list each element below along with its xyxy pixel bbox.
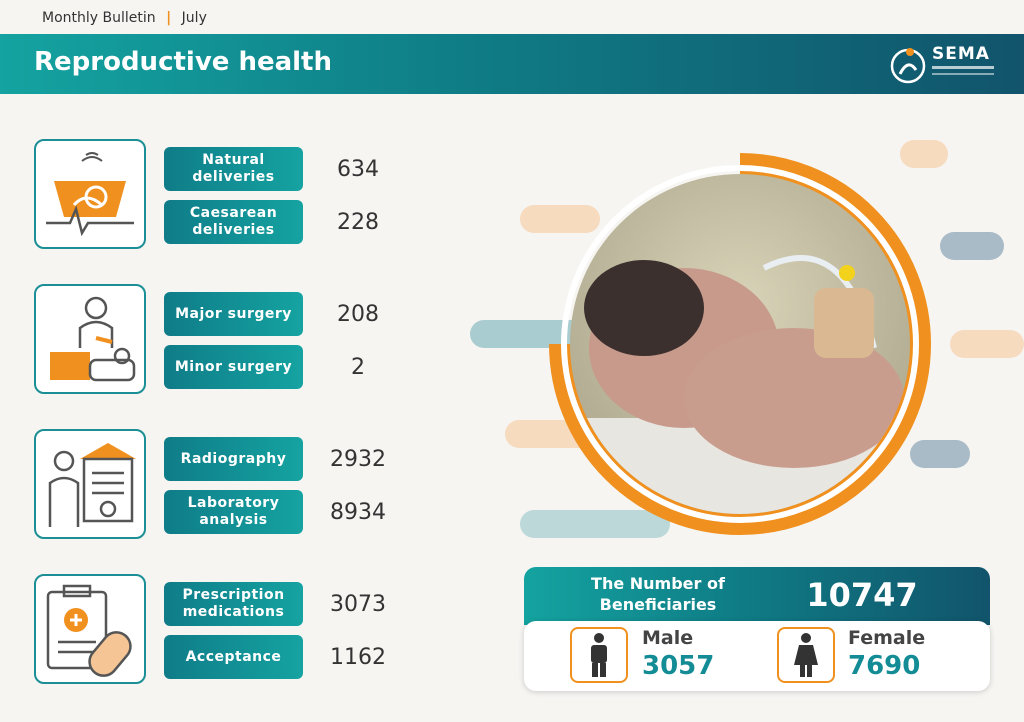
acceptance-value: 1162 bbox=[330, 644, 386, 670]
major-surgery-value: 208 bbox=[337, 301, 379, 327]
prescription-medications-label: Prescription medications bbox=[164, 582, 303, 626]
natural-deliveries-label: Natural deliveries bbox=[164, 147, 303, 191]
logo-subtitle-english bbox=[932, 73, 994, 75]
beneficiaries-card: The Number of Beneficiaries 10747 Male 3… bbox=[524, 567, 990, 691]
surgeon-icon bbox=[50, 296, 136, 382]
female-value: 7690 bbox=[848, 651, 921, 681]
prescription-icon-box bbox=[34, 574, 146, 684]
beneficiaries-label: The Number of Beneficiaries bbox=[591, 574, 725, 614]
radiography-icon bbox=[48, 443, 136, 527]
bulletin-header: Monthly Bulletin | July bbox=[42, 10, 207, 26]
minor-surgery-label: Minor surgery bbox=[164, 345, 303, 389]
logo-text: SEMA bbox=[932, 44, 990, 64]
caesarean-deliveries-label: Caesarean deliveries bbox=[164, 200, 303, 244]
ultrasound-icon-box bbox=[34, 139, 146, 249]
radiography-label: Radiography bbox=[164, 437, 303, 481]
sema-logo: SEMA bbox=[886, 40, 996, 88]
female-icon bbox=[777, 627, 835, 683]
logo-subtitle-arabic bbox=[932, 66, 994, 69]
bulletin-month: July bbox=[181, 10, 207, 26]
laboratory-analysis-label: Laboratory analysis bbox=[164, 490, 303, 534]
sema-emblem-icon bbox=[890, 48, 926, 84]
laboratory-analysis-value: 8934 bbox=[330, 499, 386, 525]
radiography-value: 2932 bbox=[330, 446, 386, 472]
acceptance-label: Acceptance bbox=[164, 635, 303, 679]
male-value: 3057 bbox=[642, 651, 715, 681]
decor-stripe bbox=[520, 205, 600, 233]
radiography-icon-box bbox=[34, 429, 146, 539]
decor-stripe bbox=[470, 320, 590, 348]
surgeon-icon-box bbox=[34, 284, 146, 394]
newborn-photo bbox=[544, 148, 936, 540]
decor-stripe bbox=[910, 440, 970, 468]
bulletin-title: Monthly Bulletin bbox=[42, 10, 156, 26]
male-icon bbox=[570, 627, 628, 683]
decor-stripe bbox=[900, 140, 948, 168]
page-title: Reproductive health bbox=[34, 47, 332, 77]
female-label: Female bbox=[848, 627, 926, 649]
major-surgery-label: Major surgery bbox=[164, 292, 303, 336]
decor-stripe bbox=[950, 330, 1024, 358]
ultrasound-icon bbox=[46, 152, 134, 237]
decor-stripe bbox=[940, 232, 1004, 260]
gender-breakdown: Male 3057 Female 7690 bbox=[524, 621, 990, 691]
male-label: Male bbox=[642, 627, 694, 649]
caesarean-deliveries-value: 228 bbox=[337, 209, 379, 235]
beneficiaries-total: 10747 bbox=[806, 576, 918, 614]
header-separator: | bbox=[166, 10, 172, 26]
minor-surgery-value: 2 bbox=[351, 354, 365, 380]
prescription-icon bbox=[46, 584, 132, 677]
beneficiaries-header: The Number of Beneficiaries 10747 bbox=[524, 567, 990, 625]
title-banner: Reproductive health SEMA bbox=[0, 34, 1024, 94]
decor-stripe bbox=[520, 510, 670, 538]
newborn-photo-art bbox=[549, 153, 931, 535]
natural-deliveries-value: 634 bbox=[337, 156, 379, 182]
prescription-medications-value: 3073 bbox=[330, 591, 386, 617]
